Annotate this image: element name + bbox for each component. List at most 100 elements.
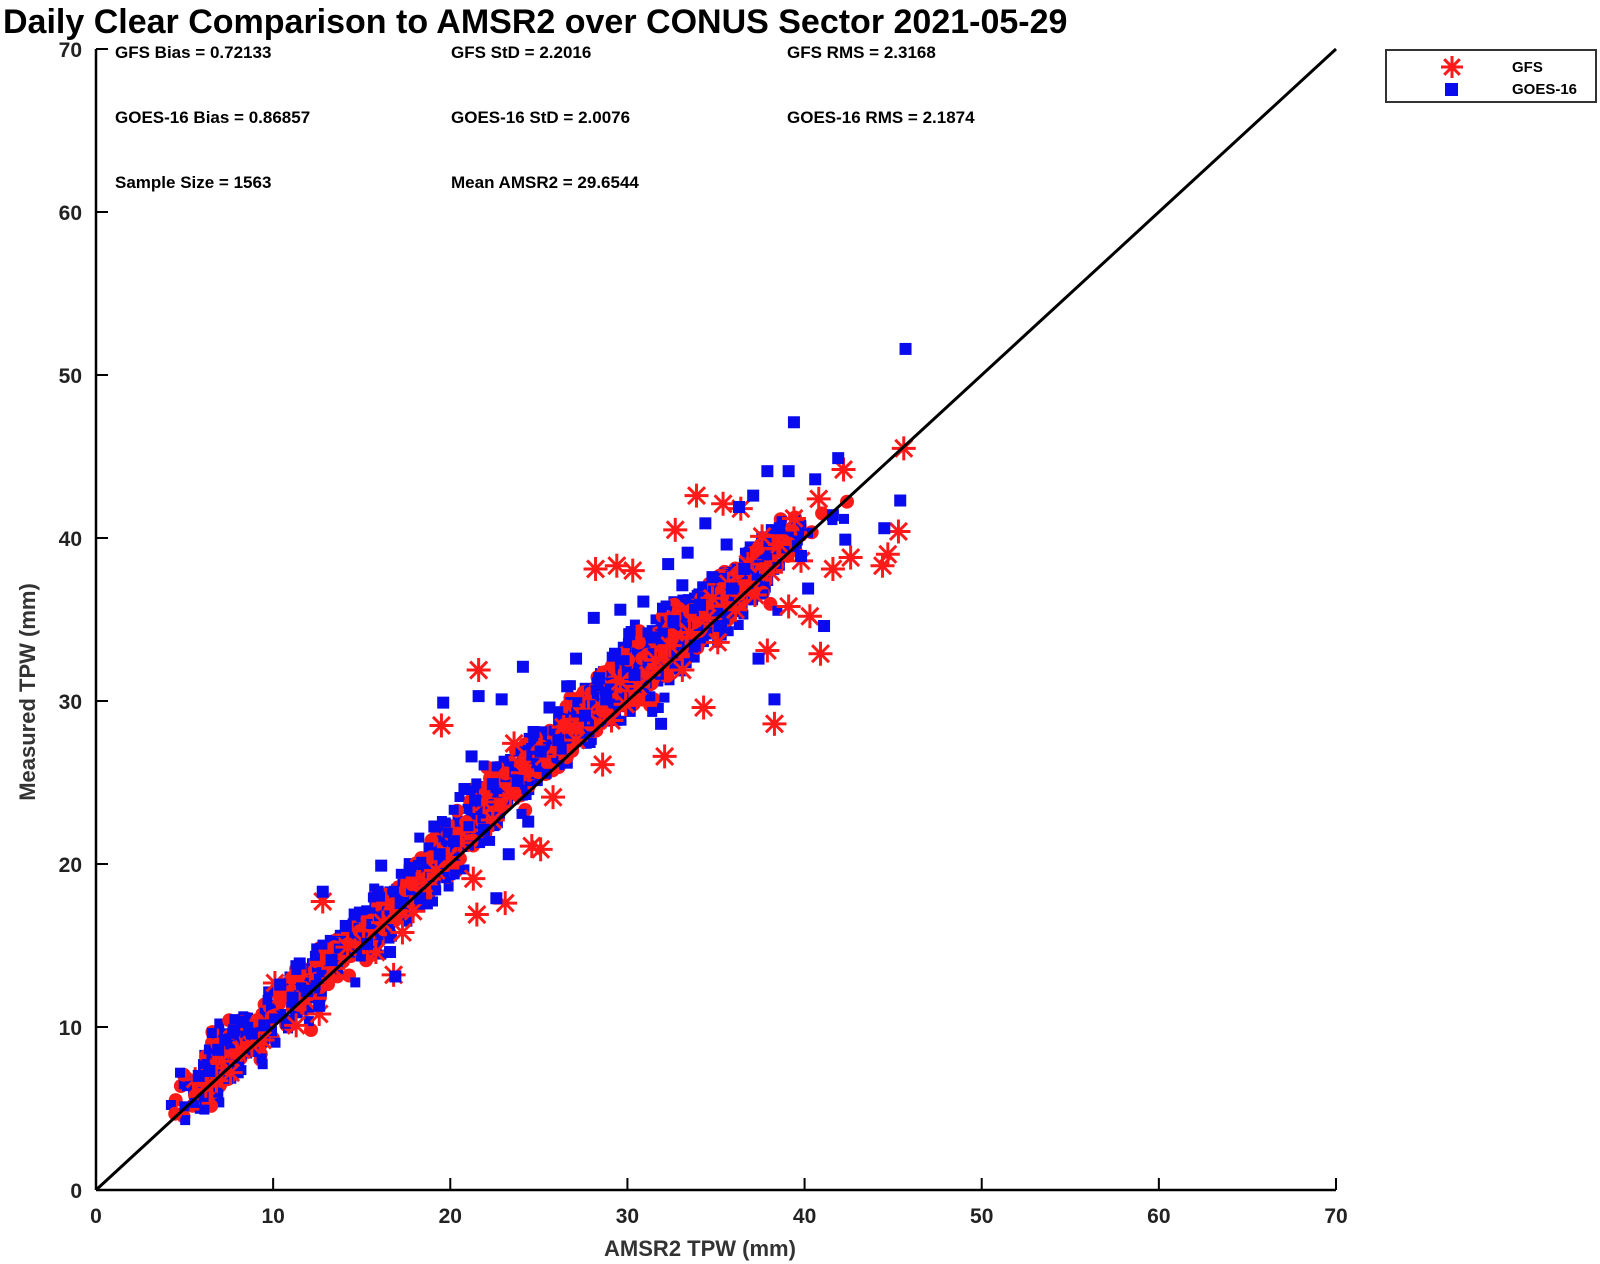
goes16-point <box>339 919 352 932</box>
stat-annotation: GOES-16 StD = 2.0076 <box>451 108 630 127</box>
goes16-point <box>787 416 800 429</box>
stat-annotation: GFS Bias = 0.72133 <box>115 43 271 62</box>
legend-goes16-label: GOES-16 <box>1512 81 1577 98</box>
y-tick-label: 0 <box>70 1180 82 1203</box>
goes-density-point <box>490 820 501 831</box>
goes16-point <box>469 794 482 807</box>
goes16-point <box>384 946 397 959</box>
goes-density-point <box>670 660 681 671</box>
goes-density-point <box>350 977 361 988</box>
goes-density-point <box>491 761 502 772</box>
goes-density-point <box>647 706 658 717</box>
y-tick-label: 10 <box>59 1017 82 1040</box>
goes-density-point <box>722 608 733 619</box>
x-tick-label: 10 <box>261 1205 284 1228</box>
plot-axes: 0 10 20 30 40 50 60 70 0 10 20 30 40 50 60 70 <box>59 39 1348 1228</box>
gfs-point <box>498 783 523 808</box>
goes16-point <box>516 660 529 673</box>
goes16-point <box>637 595 650 608</box>
goes-density-point <box>214 1018 225 1029</box>
goes-density-point <box>647 648 658 659</box>
goes-density-point <box>443 881 454 892</box>
goes-density-point <box>645 691 656 702</box>
goes16-point <box>375 859 388 872</box>
goes-density-point <box>229 1014 240 1025</box>
goes-density-point <box>454 792 465 802</box>
goes-density-point <box>201 1058 212 1069</box>
goes-density-point <box>366 907 377 918</box>
goes16-point <box>773 522 786 535</box>
goes16-point <box>720 538 733 551</box>
goes16-point <box>522 815 535 828</box>
x-tick-label: 0 <box>90 1205 102 1228</box>
gfs-point <box>767 532 792 557</box>
y-axis-label: Measured TPW (mm) <box>15 583 40 801</box>
goes-density-point <box>265 1003 276 1014</box>
goes-density-point <box>739 547 750 558</box>
goes-density-point <box>423 842 434 853</box>
goes16-point <box>676 579 689 592</box>
gfs-point <box>781 506 806 531</box>
goes16-point <box>768 693 781 706</box>
goes-density-point <box>803 527 813 538</box>
goes-density-point <box>591 691 602 702</box>
gfs-point <box>700 586 725 611</box>
legend-gfs-label: GFS <box>1512 59 1543 76</box>
gfs-point <box>808 641 833 666</box>
goes16-point <box>570 652 583 665</box>
goes-density-point <box>572 697 583 708</box>
goes-density-point <box>733 620 744 630</box>
goes16-point <box>894 494 907 507</box>
goes16-point <box>192 1069 205 1082</box>
gfs-point <box>652 744 677 769</box>
gfs-point <box>620 558 645 583</box>
goes-density-point <box>180 1115 191 1126</box>
gfs-point <box>583 556 608 581</box>
goes16-point <box>667 615 680 628</box>
goes-density-point <box>439 867 450 878</box>
goes-density-point <box>274 1010 285 1021</box>
goes16-point <box>725 582 738 595</box>
goes16-point <box>458 783 471 796</box>
gfs-point <box>875 542 900 567</box>
goes-density-point <box>604 683 615 694</box>
goes-density-point <box>553 706 564 717</box>
y-tick-label: 60 <box>59 202 82 225</box>
goes-density-point <box>738 609 749 620</box>
goes16-point <box>802 582 815 595</box>
goes16-point <box>502 848 515 861</box>
goes-density-point <box>206 1028 217 1038</box>
goes16-point <box>219 1034 232 1047</box>
goes-density-point <box>492 787 503 798</box>
goes16-point <box>465 750 478 763</box>
goes-density-point <box>668 648 679 659</box>
goes-density-point <box>516 808 527 819</box>
gfs-point <box>466 658 491 683</box>
goes-density-point <box>385 922 396 932</box>
goes-density-point <box>416 856 427 867</box>
goes16-point <box>752 652 765 665</box>
one-to-one-reference-line <box>94 47 1338 1192</box>
goes-density-point <box>483 799 494 810</box>
goes16-point <box>286 991 299 1004</box>
goes16-point <box>389 970 402 983</box>
goes16-point <box>899 342 912 355</box>
goes-density-point <box>345 947 356 958</box>
goes-density-point <box>442 827 453 838</box>
goes-density-point <box>619 655 630 666</box>
goes16-point <box>316 885 329 898</box>
x-tick-label: 30 <box>616 1205 639 1228</box>
goes-density-point <box>232 1035 243 1046</box>
goes-density-point <box>748 595 759 606</box>
gfs-point <box>886 519 911 544</box>
goes-density-point <box>441 873 452 884</box>
goes-density-point <box>571 707 582 718</box>
goes-density-point <box>449 869 460 880</box>
goes16-point <box>706 571 719 584</box>
goes16-point <box>325 954 338 967</box>
goes-density-point <box>269 1013 280 1024</box>
goes16-point <box>313 999 326 1012</box>
goes-density-point <box>361 905 372 916</box>
gfs-point <box>657 633 682 658</box>
goes-density-point <box>189 1097 200 1108</box>
